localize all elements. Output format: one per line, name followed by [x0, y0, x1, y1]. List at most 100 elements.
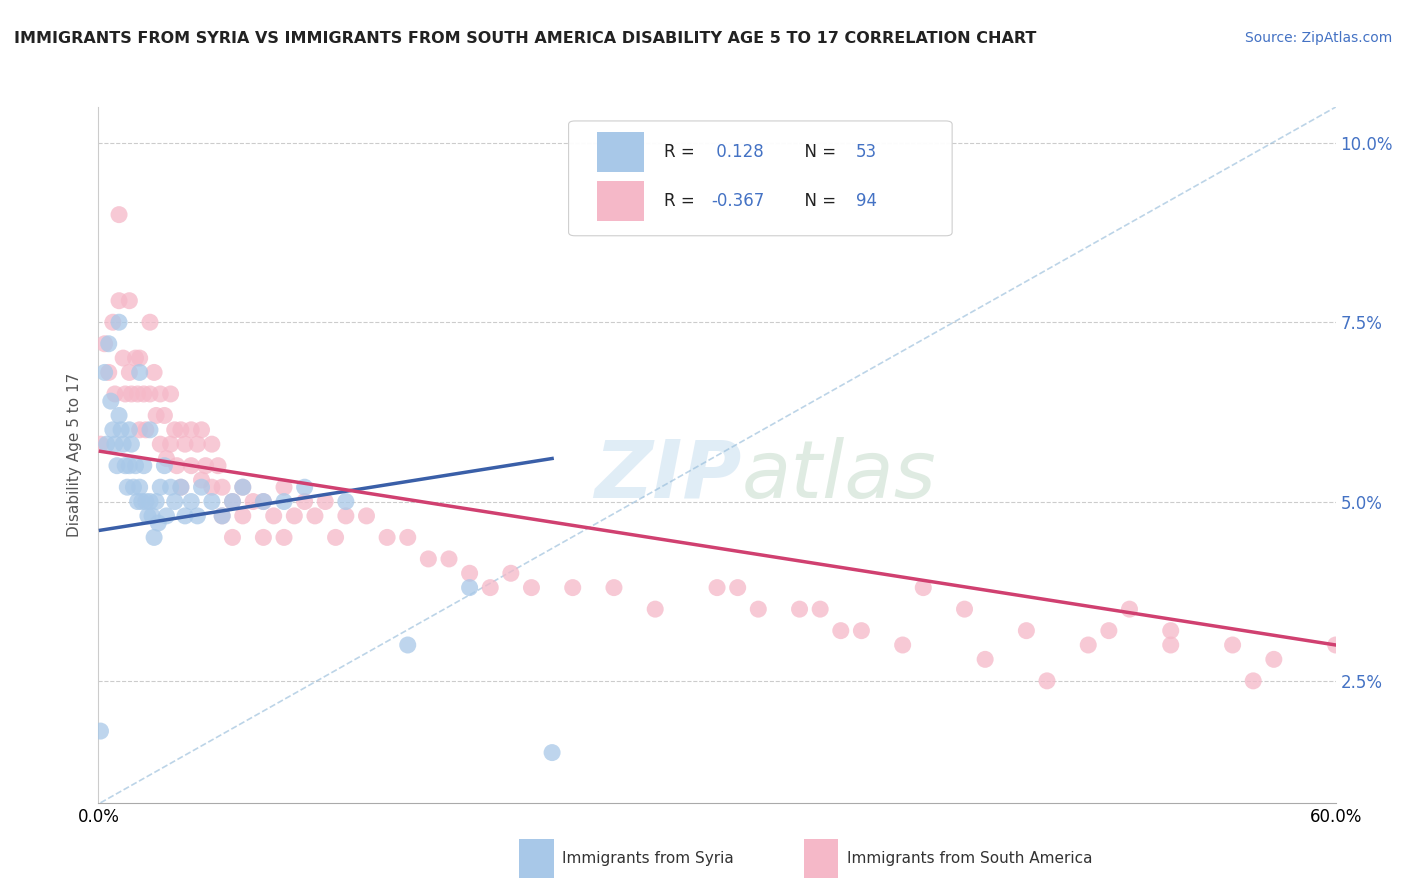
Point [499, 566, 522, 581]
Point [101, 315, 124, 329]
Point [170, 480, 193, 494]
Point [159, 437, 181, 451]
Point [1263, 652, 1285, 666]
Point [174, 437, 197, 451]
Point [242, 494, 264, 508]
Point [105, 458, 128, 473]
Point [124, 458, 146, 473]
Point [520, 581, 543, 595]
Point [97, 336, 120, 351]
Point [1098, 624, 1121, 638]
Point [131, 494, 153, 508]
Point [294, 494, 316, 508]
Point [830, 624, 852, 638]
Point [479, 581, 502, 595]
Point [148, 516, 170, 530]
Point [789, 602, 811, 616]
Point [170, 423, 193, 437]
Point [221, 494, 243, 508]
Point [143, 530, 166, 544]
Point [325, 530, 347, 544]
Point [180, 494, 202, 508]
Point [541, 746, 564, 760]
Point [747, 602, 769, 616]
Point [149, 437, 172, 451]
Point [1077, 638, 1099, 652]
Point [727, 581, 749, 595]
Point [356, 508, 378, 523]
Point [108, 208, 131, 222]
FancyBboxPatch shape [519, 839, 554, 878]
Point [252, 530, 274, 544]
Point [127, 387, 149, 401]
Point [163, 494, 186, 508]
Text: Immigrants from South America: Immigrants from South America [846, 851, 1092, 866]
Point [1036, 673, 1059, 688]
Text: Source: ZipAtlas.com: Source: ZipAtlas.com [1244, 31, 1392, 45]
Point [418, 552, 440, 566]
Point [108, 315, 131, 329]
Point [458, 581, 481, 595]
Point [304, 508, 326, 523]
Point [108, 409, 131, 423]
Point [170, 480, 193, 494]
Point [912, 581, 935, 595]
Point [561, 581, 583, 595]
Text: ZIP: ZIP [595, 437, 742, 515]
Point [221, 530, 243, 544]
Point [145, 409, 167, 423]
Text: -0.367: -0.367 [711, 192, 763, 210]
Point [132, 458, 155, 473]
Point [112, 437, 135, 451]
Point [153, 458, 176, 473]
Point [221, 494, 243, 508]
Point [1222, 638, 1244, 652]
Point [145, 494, 167, 508]
Point [1160, 638, 1182, 652]
Point [644, 602, 666, 616]
Point [96, 437, 118, 451]
Point [232, 480, 254, 494]
Point [283, 508, 305, 523]
Point [211, 480, 233, 494]
Point [706, 581, 728, 595]
Text: R =: R = [664, 192, 700, 210]
Point [143, 366, 166, 380]
Point [128, 366, 150, 380]
Point [139, 423, 162, 437]
Point [211, 508, 233, 523]
Point [127, 494, 149, 508]
Point [211, 508, 233, 523]
Point [263, 508, 285, 523]
Point [603, 581, 626, 595]
Point [120, 437, 142, 451]
Point [273, 494, 295, 508]
Point [135, 494, 157, 508]
Text: 0.128: 0.128 [711, 144, 763, 161]
Point [101, 423, 124, 437]
Point [437, 552, 460, 566]
Point [180, 423, 202, 437]
Point [89, 724, 111, 739]
Text: atlas: atlas [742, 437, 936, 515]
Point [273, 480, 295, 494]
Point [149, 480, 172, 494]
Point [114, 387, 136, 401]
Point [180, 458, 202, 473]
Point [117, 480, 139, 494]
Point [153, 409, 176, 423]
Point [122, 480, 145, 494]
Point [128, 351, 150, 365]
Point [974, 652, 997, 666]
Text: N =: N = [794, 144, 841, 161]
Point [132, 387, 155, 401]
Point [135, 423, 157, 437]
Point [155, 451, 177, 466]
Point [1160, 624, 1182, 638]
Point [166, 458, 188, 473]
Point [128, 423, 150, 437]
Point [252, 494, 274, 508]
Point [891, 638, 914, 652]
Point [136, 508, 159, 523]
FancyBboxPatch shape [804, 839, 838, 878]
